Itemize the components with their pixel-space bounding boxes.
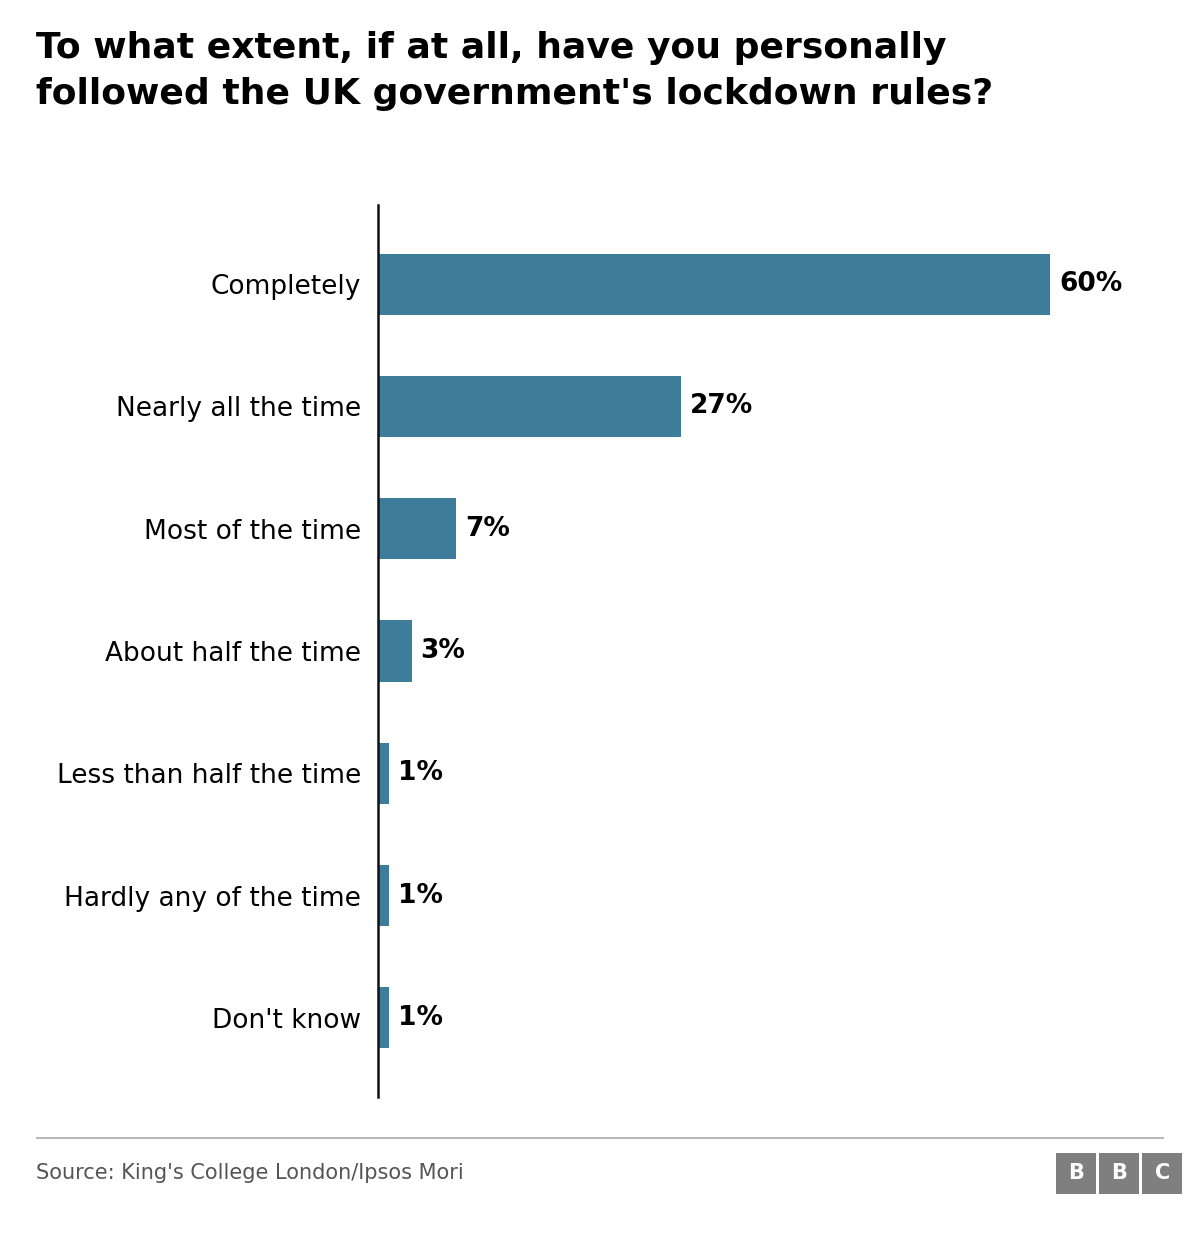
Text: 1%: 1% bbox=[398, 883, 443, 909]
Bar bbox=[378, 620, 412, 682]
Text: 1%: 1% bbox=[398, 760, 443, 786]
Bar bbox=[378, 987, 389, 1049]
Text: C: C bbox=[1154, 1163, 1170, 1183]
Text: To what extent, if at all, have you personally: To what extent, if at all, have you pers… bbox=[36, 31, 947, 64]
Bar bbox=[378, 866, 389, 926]
Bar bbox=[378, 253, 1050, 315]
Text: followed the UK government's lockdown rules?: followed the UK government's lockdown ru… bbox=[36, 77, 994, 110]
Bar bbox=[378, 743, 389, 804]
Bar bbox=[378, 376, 680, 436]
Text: 1%: 1% bbox=[398, 1004, 443, 1030]
Text: Source: King's College London/Ipsos Mori: Source: King's College London/Ipsos Mori bbox=[36, 1163, 463, 1183]
Text: 27%: 27% bbox=[690, 393, 752, 419]
Text: 7%: 7% bbox=[466, 516, 510, 542]
Text: B: B bbox=[1111, 1163, 1127, 1183]
Text: B: B bbox=[1068, 1163, 1084, 1183]
Text: 3%: 3% bbox=[420, 639, 466, 663]
Text: 60%: 60% bbox=[1060, 272, 1122, 298]
Bar bbox=[378, 498, 456, 559]
